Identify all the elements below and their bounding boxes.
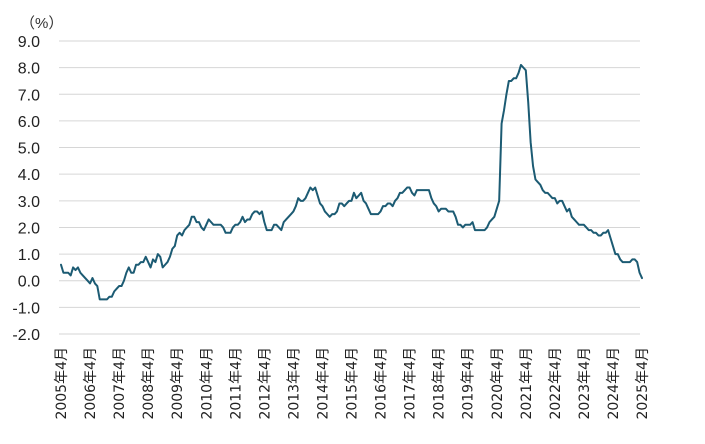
series-layer <box>60 63 643 301</box>
x-tick-label: 2016年4月 <box>374 347 390 420</box>
y-tick-label: 8.0 <box>18 61 40 78</box>
y-tick-label: 6.0 <box>18 114 40 131</box>
y-unit-label: （%） <box>20 15 63 32</box>
x-tick-label: 2011年4月 <box>228 347 244 420</box>
y-tick-label: -2.0 <box>12 327 40 344</box>
x-tick-label: 2017年4月 <box>403 347 419 420</box>
y-tick-label: 4.0 <box>18 167 40 184</box>
x-tick-label: 2010年4月 <box>199 347 215 420</box>
y-tick-label: 5.0 <box>18 141 40 158</box>
x-tick-label: 2012年4月 <box>257 347 273 420</box>
x-tick-label: 2020年4月 <box>490 347 506 420</box>
x-tick-label: 2022年4月 <box>548 347 564 420</box>
x-tick-label: 2024年4月 <box>606 347 622 420</box>
x-tick-label: 2007年4月 <box>112 347 128 420</box>
series-line <box>60 63 643 301</box>
x-axis-ticks: 2005年4月 2006年4月 2007年4月 2008年4月 2009年4月 2010年… <box>54 347 651 420</box>
y-tick-label: 0.0 <box>18 274 40 291</box>
gridlines <box>59 40 640 335</box>
x-tick-label: 2025年4月 <box>635 347 651 420</box>
y-tick-label: 9.0 <box>18 34 40 51</box>
x-tick-label: 2019年4月 <box>461 347 477 420</box>
y-axis-ticks: 9.0 8.0 7.0 6.0 5.0 4.0 3.0 2.0 1.0 0.0 -1.0 -2.0 <box>12 34 40 344</box>
y-tick-label: 7.0 <box>18 87 40 104</box>
x-tick-label: 2021年4月 <box>519 347 535 420</box>
x-tick-label: 2014年4月 <box>315 347 331 420</box>
y-tick-label: -1.0 <box>12 300 40 317</box>
x-tick-label: 2006年4月 <box>83 347 99 420</box>
x-tick-label: 2009年4月 <box>170 347 186 420</box>
y-tick-label: 1.0 <box>18 247 40 264</box>
y-tick-label: 3.0 <box>18 194 40 211</box>
y-tick-label: 2.0 <box>18 220 40 237</box>
x-tick-label: 2018年4月 <box>432 347 448 420</box>
x-tick-label: 2015年4月 <box>345 347 361 420</box>
x-tick-label: 2005年4月 <box>54 347 70 420</box>
x-tick-label: 2013年4月 <box>286 347 302 420</box>
x-tick-label: 2023年4月 <box>577 347 593 420</box>
x-tick-label: 2008年4月 <box>141 347 157 420</box>
